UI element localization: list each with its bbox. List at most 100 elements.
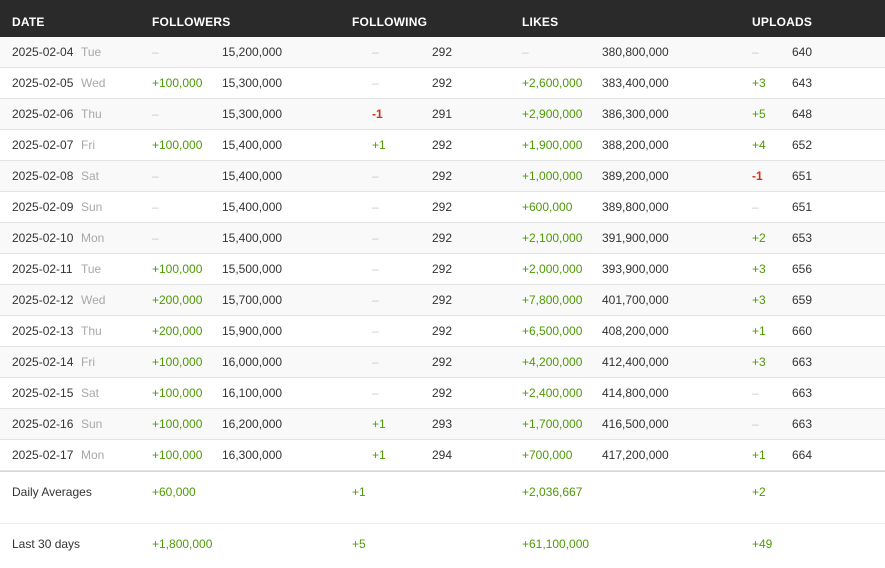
row-uploads-change: +3 xyxy=(752,262,766,276)
row-uploads-change: +3 xyxy=(752,76,766,90)
row-day-of-week: Fri xyxy=(81,138,95,152)
row-followers-total: 16,200,000 xyxy=(222,417,283,431)
header-following[interactable]: FOLLOWING xyxy=(352,15,428,29)
row-following-change: – xyxy=(372,169,379,183)
header-date[interactable]: DATE xyxy=(12,15,45,29)
row-uploads-total: 659 xyxy=(792,293,813,307)
last-30-days-row: Last 30 days +1,800,000 +5 +61,100,000 +… xyxy=(0,524,885,564)
table-row: 2025-02-04 Tue – 15,200,000 – 292 – 380,800,000… xyxy=(0,37,885,68)
row-followers-change: – xyxy=(152,231,159,245)
row-likes-change: – xyxy=(522,45,529,59)
row-uploads-total: 663 xyxy=(792,417,813,431)
row-day-of-week: Tue xyxy=(81,45,102,59)
row-uploads-change: +5 xyxy=(752,107,766,121)
row-followers-change: +100,000 xyxy=(152,262,203,276)
daily-averages-followers: +60,000 xyxy=(152,485,196,499)
row-followers-total: 15,400,000 xyxy=(222,138,283,152)
table-row: 2025-02-15 Sat +100,000 16,100,000 – 292 +2,40… xyxy=(0,378,885,409)
row-uploads-change: +1 xyxy=(752,324,766,338)
row-followers-change: – xyxy=(152,200,159,214)
row-followers-change: – xyxy=(152,107,159,121)
row-day-of-week: Sun xyxy=(81,417,103,431)
row-followers-change: – xyxy=(152,169,159,183)
row-followers-total: 15,400,000 xyxy=(222,169,283,183)
row-following-change: – xyxy=(372,386,379,400)
row-likes-change: +1,700,000 xyxy=(522,417,583,431)
last-30-days-uploads: +49 xyxy=(752,537,773,551)
row-uploads-change: +4 xyxy=(752,138,766,152)
row-day-of-week: Tue xyxy=(81,262,102,276)
row-followers-total: 15,400,000 xyxy=(222,200,283,214)
row-uploads-total: 653 xyxy=(792,231,813,245)
row-day-of-week: Wed xyxy=(81,293,106,307)
table-row: 2025-02-14 Fri +100,000 16,000,000 – 292 +4,20… xyxy=(0,347,885,378)
row-following-change: – xyxy=(372,76,379,90)
row-likes-change: +2,000,000 xyxy=(522,262,583,276)
table-row: 2025-02-12 Wed +200,000 15,700,000 – 292 +7,80… xyxy=(0,285,885,316)
daily-averages-label: Daily Averages xyxy=(12,485,92,499)
row-uploads-change: +3 xyxy=(752,355,766,369)
row-uploads-change: – xyxy=(752,417,759,431)
row-uploads-change: – xyxy=(752,200,759,214)
row-uploads-total: 643 xyxy=(792,76,813,90)
row-date: 2025-02-09 xyxy=(12,200,74,214)
last-30-days-label: Last 30 days xyxy=(12,537,81,551)
row-following-change: – xyxy=(372,262,379,276)
row-following-total: 292 xyxy=(432,45,453,59)
row-uploads-total: 640 xyxy=(792,45,813,59)
row-uploads-change: +3 xyxy=(752,293,766,307)
daily-averages-following: +1 xyxy=(352,485,366,499)
row-likes-change: +2,900,000 xyxy=(522,107,583,121)
header-uploads[interactable]: UPLOADS xyxy=(752,15,813,29)
table-row: 2025-02-07 Fri +100,000 15,400,000 +1 292 +1,9… xyxy=(0,130,885,161)
row-date: 2025-02-08 xyxy=(12,169,74,183)
row-likes-change: +1,000,000 xyxy=(522,169,583,183)
last-30-days-followers: +1,800,000 xyxy=(152,537,213,551)
header-followers[interactable]: FOLLOWERS xyxy=(152,15,231,29)
row-uploads-change: – xyxy=(752,45,759,59)
row-followers-change: +200,000 xyxy=(152,324,203,338)
row-uploads-total: 656 xyxy=(792,262,813,276)
row-following-total: 292 xyxy=(432,386,453,400)
daily-averages-uploads: +2 xyxy=(752,485,766,499)
row-date: 2025-02-07 xyxy=(12,138,74,152)
row-uploads-total: 651 xyxy=(792,200,813,214)
row-date: 2025-02-15 xyxy=(12,386,74,400)
top-strip xyxy=(0,0,885,7)
row-following-change: – xyxy=(372,231,379,245)
row-day-of-week: Sat xyxy=(81,169,100,183)
row-day-of-week: Fri xyxy=(81,355,95,369)
row-followers-total: 15,400,000 xyxy=(222,231,283,245)
row-following-change: +1 xyxy=(372,448,386,462)
row-following-total: 292 xyxy=(432,355,453,369)
row-followers-change: +100,000 xyxy=(152,386,203,400)
header-likes[interactable]: LIKES xyxy=(522,15,559,29)
row-following-change: +1 xyxy=(372,138,386,152)
row-followers-change: +100,000 xyxy=(152,448,203,462)
row-followers-change: +100,000 xyxy=(152,417,203,431)
row-date: 2025-02-06 xyxy=(12,107,74,121)
row-date: 2025-02-12 xyxy=(12,293,74,307)
row-following-total: 292 xyxy=(432,138,453,152)
row-likes-total: 380,800,000 xyxy=(602,45,669,59)
row-day-of-week: Thu xyxy=(81,324,102,338)
row-likes-total: 412,400,000 xyxy=(602,355,669,369)
row-followers-change: +100,000 xyxy=(152,138,203,152)
table-row: 2025-02-10 Mon – 15,400,000 – 292 +2,100,000 39… xyxy=(0,223,885,254)
last-30-days-following: +5 xyxy=(352,537,366,551)
table-body: 2025-02-04 Tue – 15,200,000 – 292 – 380,800,000… xyxy=(0,37,885,471)
row-uploads-total: 648 xyxy=(792,107,813,121)
row-date: 2025-02-16 xyxy=(12,417,74,431)
row-day-of-week: Sun xyxy=(81,200,103,214)
table-row: 2025-02-09 Sun – 15,400,000 – 292 +600,000 389,… xyxy=(0,192,885,223)
row-day-of-week: Sat xyxy=(81,386,100,400)
row-likes-total: 389,200,000 xyxy=(602,169,669,183)
row-following-change: – xyxy=(372,293,379,307)
row-likes-total: 391,900,000 xyxy=(602,231,669,245)
summary-divider xyxy=(0,471,885,472)
table-row: 2025-02-11 Tue +100,000 15,500,000 – 292 +2,00… xyxy=(0,254,885,285)
row-likes-total: 401,700,000 xyxy=(602,293,669,307)
row-following-total: 292 xyxy=(432,262,453,276)
row-uploads-total: 664 xyxy=(792,448,813,462)
